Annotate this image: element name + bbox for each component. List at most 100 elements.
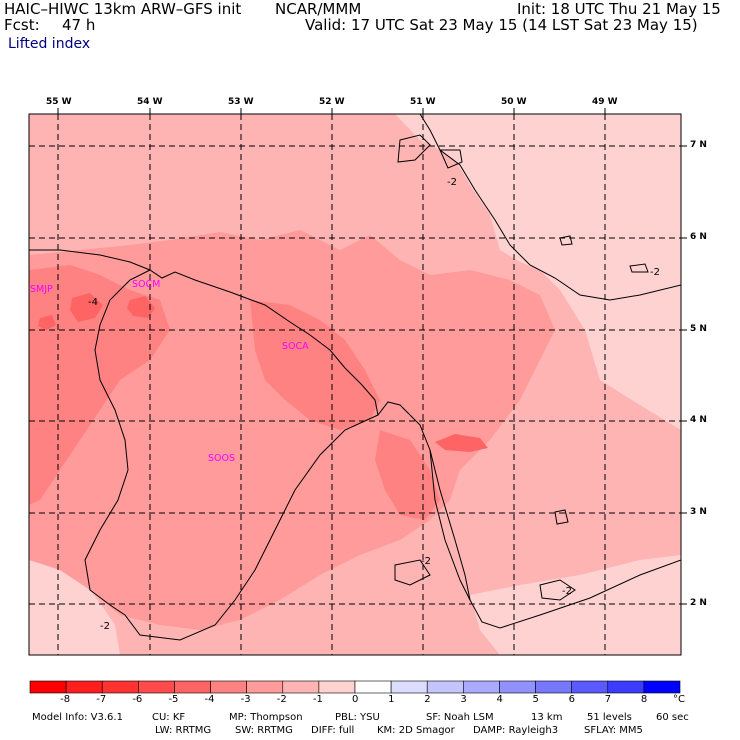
colorbar-tick-label: -4 (204, 694, 215, 705)
info-cu: CU: KF (152, 712, 186, 723)
colorbar-tick-label: 6 (568, 694, 576, 705)
colorbar-tick-label: -2 (276, 694, 287, 705)
info-diff: DIFF: full (311, 725, 355, 736)
colorbar-swatch (65, 680, 103, 694)
colorbar-swatch (354, 680, 392, 694)
contour-label: -2 (447, 177, 457, 188)
colorbar-swatch (101, 680, 139, 694)
colorbar-swatch (29, 680, 67, 694)
init-time: Init: 18 UTC Thu 21 May 15 (517, 0, 721, 18)
colorbar-tick-label: -5 (168, 694, 179, 705)
colorbar-tick-label: 0 (352, 694, 359, 705)
colorbar-swatch (535, 680, 572, 694)
contour-label: -4 (88, 297, 98, 308)
model-title: HAIC–HIWC 13km ARW–GFS init (4, 0, 242, 18)
lon-label-52w: 52 W (319, 97, 345, 107)
border-fguiana-brazil (429, 449, 471, 601)
colorbar-tick-label: -8 (60, 694, 71, 705)
forecast-label: Fcst: (4, 16, 40, 34)
colorbar-swatch (246, 680, 284, 694)
field-name: Lifted index (8, 36, 91, 52)
lon-label-49w: 49 W (592, 97, 618, 107)
lon-label-55w: 55 W (46, 97, 72, 107)
colorbar-swatch (571, 680, 609, 694)
colorbar-swatch (643, 680, 681, 694)
map-frame (28, 113, 682, 656)
colorbar-swatch (390, 680, 428, 694)
lon-label-54w: 54 W (137, 97, 163, 107)
contour-label: -2 (421, 556, 431, 567)
colorbar-tick-label: -7 (96, 694, 107, 705)
fill-level-m5-b (127, 296, 155, 318)
filled-contours (29, 114, 681, 655)
colorbar-tick-label: -1 (312, 694, 323, 705)
info-mp: MP: Thompson (229, 712, 303, 723)
coastline (29, 249, 681, 629)
colorbar-tick-label: 4 (496, 694, 503, 705)
colorbar-swatch (463, 680, 500, 694)
contour-small-a (439, 149, 463, 169)
contour-small-c (629, 263, 649, 273)
contour-island (397, 134, 431, 163)
colorbar-tick-label: -6 (132, 694, 143, 705)
colorbar (29, 680, 681, 694)
colorbar-swatch (138, 680, 175, 694)
fill-level-m5-d (38, 315, 56, 330)
border-suriname-fguiana (124, 414, 379, 641)
coastlines-borders (29, 114, 681, 641)
station-soca: SOCA (282, 341, 309, 352)
colorbar-swatch (174, 680, 211, 694)
station-smjp: SMJP (30, 284, 53, 295)
info-damp: DAMP: Rayleigh3 (473, 725, 559, 736)
fill-level-m4-center (250, 300, 380, 430)
fill-level-m5-a (70, 293, 103, 322)
info-model: Model Info: V3.6.1 (32, 712, 123, 723)
valid-time: Valid: 17 UTC Sat 23 May 15 (14 LST Sat … (305, 16, 698, 34)
forecast-hours: 47 h (62, 16, 96, 34)
info-lw: LW: RRTMG (155, 725, 212, 736)
lat-label-7n: 7 N (690, 140, 707, 150)
fill-level-m5-c (435, 434, 488, 452)
info-pbl: PBL: YSU (335, 712, 380, 723)
info-levels: 51 levels (587, 712, 632, 723)
border-suriname-west (84, 269, 151, 616)
lon-label-50w: 50 W (501, 97, 527, 107)
colorbar-tick-label: 2 (424, 694, 431, 705)
colorbar-swatch (607, 680, 645, 694)
colorbar-tick-label: 7 (604, 694, 612, 705)
fill-level-m4-west (29, 265, 170, 505)
contour-small-f (539, 579, 576, 601)
contour-small-d (554, 509, 569, 525)
organization-label: NCAR/MMM (275, 0, 362, 18)
contour-label: -2 (650, 267, 660, 278)
info-sw: SW: RRTMG (235, 725, 293, 736)
lon-label-53w: 53 W (228, 97, 254, 107)
colorbar-swatch (499, 680, 536, 694)
info-res: 13 km (531, 712, 563, 723)
contour-small-b (559, 235, 573, 246)
station-soos: SOOS (208, 453, 236, 464)
info-km: KM: 2D Smagor (377, 725, 455, 736)
colorbar-tick-label: 8 (640, 694, 648, 705)
colorbar-tick-label: 5 (532, 694, 539, 705)
frame-ticks (57, 108, 687, 605)
colorbar-tick-label: 1 (388, 694, 395, 705)
lat-label-3n: 3 N (690, 507, 707, 517)
lat-label-6n: 6 N (690, 232, 707, 242)
info-sflay: SFLAY: MM5 (584, 725, 643, 736)
lat-label-4n: 4 N (690, 415, 707, 425)
lat-label-2n: 2 N (690, 598, 707, 608)
graticule (29, 114, 681, 655)
colorbar-swatch (426, 680, 464, 694)
colorbar-swatch (210, 680, 247, 694)
info-timestep: 60 sec (656, 712, 689, 723)
colorbar-tick-label: 3 (460, 694, 467, 705)
colorbar-unit: °C (673, 694, 685, 705)
colorbar-swatch (282, 680, 320, 694)
fill-level-m1-sw (29, 560, 120, 655)
lat-label-5n: 5 N (690, 324, 707, 334)
colorbar-swatch (318, 680, 356, 694)
contour-label: -2 (562, 586, 572, 597)
contour-small-e (394, 559, 431, 586)
